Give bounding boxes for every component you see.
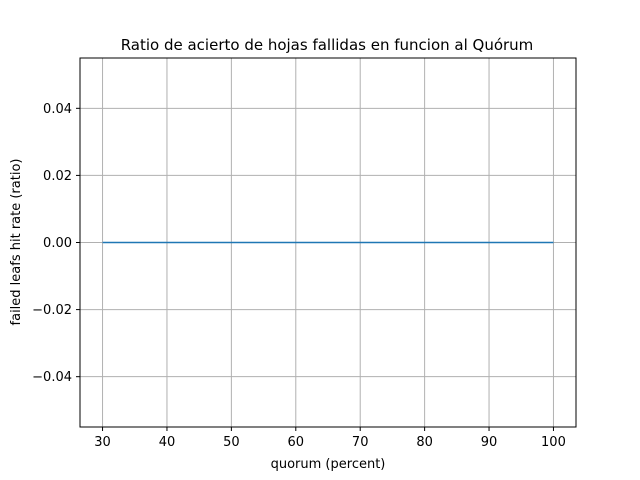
x-tick-label: 60: [288, 435, 305, 450]
y-tick-label: 0.00: [43, 236, 72, 251]
y-axis-label: failed leafs hit rate (ratio): [9, 159, 24, 326]
x-tick-label: 70: [352, 435, 369, 450]
x-tick-label: 80: [416, 435, 433, 450]
x-tick-label: 40: [159, 435, 176, 450]
x-tick-label: 100: [541, 435, 566, 450]
x-tick-label: 50: [223, 435, 240, 450]
y-tick-label: −0.04: [32, 370, 72, 385]
y-tick-label: 0.02: [43, 169, 72, 184]
x-tick-label: 30: [94, 435, 111, 450]
chart-title: Ratio de acierto de hojas fallidas en fu…: [121, 36, 534, 54]
plot-area: 30 40 50 60 70 80 90 100 −0.04 −0.02 0.00 0.02 0.04: [32, 57, 577, 450]
y-tick-label: −0.02: [32, 303, 72, 318]
x-tick-label: 90: [481, 435, 498, 450]
x-axis-label: quorum (percent): [271, 457, 386, 472]
y-tick-label: 0.04: [43, 102, 72, 117]
